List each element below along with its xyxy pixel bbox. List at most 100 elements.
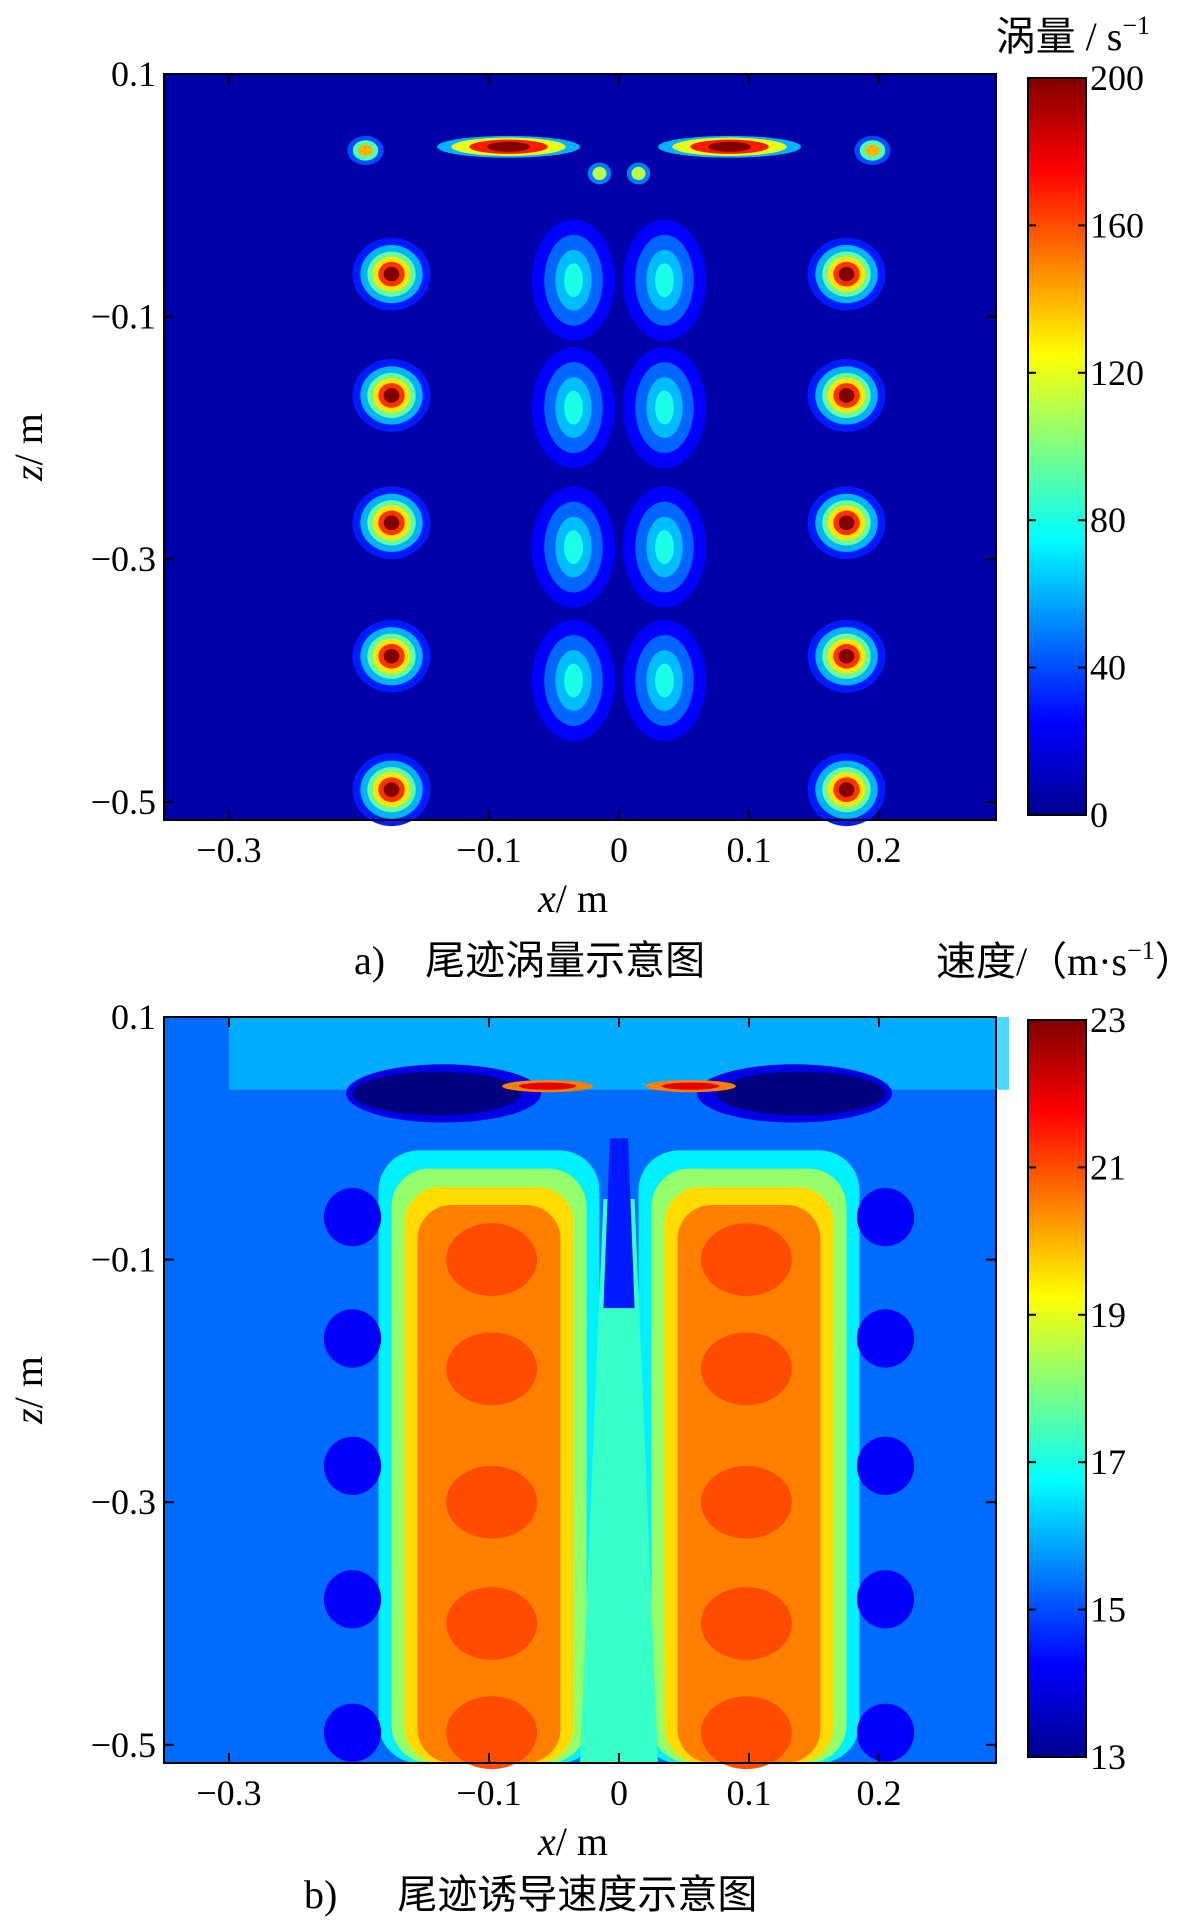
x-tick-label: 0 <box>610 1773 628 1813</box>
vorticity-colorbar-title: 涡量 / s−1 <box>996 11 1150 59</box>
wake-high-spot <box>700 1465 792 1539</box>
colorbar-tick-label: 15 <box>1090 1590 1126 1630</box>
inner-vortex-sheet <box>655 390 674 425</box>
x-tick-label: 0 <box>610 830 628 870</box>
inner-vortex-sheet <box>655 263 674 298</box>
outer-low-pocket <box>856 1703 915 1762</box>
velocity-xlabel: x/ m <box>537 1819 608 1864</box>
tip-vortex <box>838 266 855 282</box>
outer-low-pocket <box>323 1188 382 1247</box>
vorticity-caption: a) 尾迹涡量示意图 <box>354 938 705 983</box>
outer-low-pocket <box>856 1309 915 1368</box>
tip-vortex <box>383 388 400 403</box>
tip-vortex <box>383 266 400 282</box>
outer-low-pocket <box>323 1309 382 1368</box>
vorticity-heatmap <box>164 74 996 827</box>
x-tick-label: −0.3 <box>196 830 261 870</box>
y-tick-label: −0.1 <box>91 1240 156 1280</box>
velocity-axes: −0.3 −0.1 0 0.1 0.2 0.1 −0.1 −0.3 −0.5 <box>91 997 996 1813</box>
hub-spot <box>631 166 646 181</box>
tip-vortex <box>838 648 855 664</box>
wake-center-low <box>603 1138 635 1309</box>
inner-vortex-sheet <box>564 663 583 698</box>
vorticity-xlabel: x/ m <box>537 876 608 921</box>
tip-vortex <box>383 782 400 797</box>
colorbar-tick-label: 23 <box>1090 1000 1126 1040</box>
rotor-jet-core <box>518 1082 577 1090</box>
velocity-colorbar-title: 速度/（m·s−1） <box>936 936 1195 984</box>
velocity-heatmap <box>164 1017 1009 1770</box>
outer-low-pocket <box>323 1703 382 1762</box>
colorbar-tick-label: 120 <box>1090 353 1144 393</box>
velocity-upper-zone <box>229 1017 1009 1090</box>
inner-vortex-sheet <box>655 530 674 565</box>
colorbar-tick-label: 40 <box>1090 648 1126 688</box>
outer-low-pocket <box>323 1570 382 1629</box>
rotor-tip-spot <box>865 144 880 157</box>
x-tick-label: 0.2 <box>857 830 902 870</box>
panel-a-vorticity: −0.3 −0.1 0 0.1 0.2 0.1 −0.1 −0.3 −0.5 0 40 80 120 1… <box>6 11 1150 983</box>
velocity-plot-frame <box>163 1016 997 1764</box>
wake-high-spot <box>446 1332 538 1406</box>
tip-vortex <box>838 515 855 531</box>
rotor-lobe <box>352 1071 522 1116</box>
x-tick-label: −0.1 <box>456 830 521 870</box>
wake-high-spot <box>700 1332 792 1406</box>
velocity-caption: b) 尾迹诱导速度示意图 <box>304 1872 757 1917</box>
y-tick-label: 0.1 <box>111 997 156 1037</box>
rotor-lobe <box>716 1071 886 1116</box>
wake-center <box>580 1198 658 1763</box>
tip-vortex <box>383 515 400 531</box>
x-tick-label: 0.1 <box>727 830 772 870</box>
x-tick-label: 0.2 <box>857 1773 902 1813</box>
inner-vortex-sheet <box>564 390 583 425</box>
vorticity-plot-frame <box>163 73 997 821</box>
outer-low-pocket <box>856 1436 915 1495</box>
hub-spot <box>592 166 607 181</box>
wake-high-spot <box>446 1465 538 1539</box>
y-tick-label: −0.5 <box>91 1725 156 1765</box>
colorbar-tick-label: 80 <box>1090 500 1126 540</box>
wake-high-spot <box>446 1223 538 1296</box>
velocity-ylabel: z/ m <box>6 1356 51 1425</box>
inner-vortex-sheet <box>655 663 674 698</box>
vorticity-axes: −0.3 −0.1 0 0.1 0.2 0.1 −0.1 −0.3 −0.5 <box>91 54 996 870</box>
outer-low-pocket <box>856 1188 915 1247</box>
vorticity-ylabel: z/ m <box>6 413 51 482</box>
colorbar-tick-label: 17 <box>1090 1442 1126 1482</box>
y-tick-label: −0.1 <box>91 297 156 337</box>
y-tick-label: 0.1 <box>111 54 156 94</box>
rotor-sheet <box>487 141 530 152</box>
x-tick-label: −0.1 <box>456 1773 521 1813</box>
wake-high-spot <box>446 1696 538 1770</box>
y-tick-label: −0.3 <box>91 1482 156 1522</box>
rotor-jet-core <box>661 1082 720 1090</box>
vorticity-colorbar-ticks: 0 40 80 120 160 200 <box>1028 58 1144 835</box>
rotor-tip-spot <box>358 144 373 157</box>
tip-vortex <box>838 782 855 797</box>
outer-low-pocket <box>856 1570 915 1629</box>
colorbar-tick-label: 200 <box>1090 58 1144 98</box>
wake-high-spot <box>700 1696 792 1770</box>
inner-vortex-sheet <box>564 263 583 298</box>
tip-vortex <box>838 388 855 403</box>
colorbar-tick-label: 21 <box>1090 1147 1126 1187</box>
vorticity-colorbar <box>1027 77 1087 816</box>
x-tick-label: 0.1 <box>727 1773 772 1813</box>
y-tick-label: −0.3 <box>91 539 156 579</box>
velocity-colorbar-ticks: 13 15 17 19 21 23 <box>1028 1000 1126 1777</box>
x-tick-label: −0.3 <box>196 1773 261 1813</box>
wake-high-spot <box>700 1223 792 1296</box>
rotor-sheet <box>708 141 751 152</box>
colorbar-tick-label: 13 <box>1090 1737 1126 1777</box>
y-tick-label: −0.5 <box>91 782 156 822</box>
wake-high-spot <box>700 1587 792 1660</box>
panel-b-velocity: −0.3 −0.1 0 0.1 0.2 0.1 −0.1 −0.3 −0.5 13 15 17 19 2… <box>6 936 1195 1917</box>
outer-low-pocket <box>323 1436 382 1495</box>
inner-vortex-sheet <box>564 530 583 565</box>
wake-high-spot <box>446 1587 538 1660</box>
colorbar-tick-label: 0 <box>1090 795 1108 835</box>
colorbar-tick-label: 19 <box>1090 1295 1126 1335</box>
tip-vortex <box>383 648 400 664</box>
